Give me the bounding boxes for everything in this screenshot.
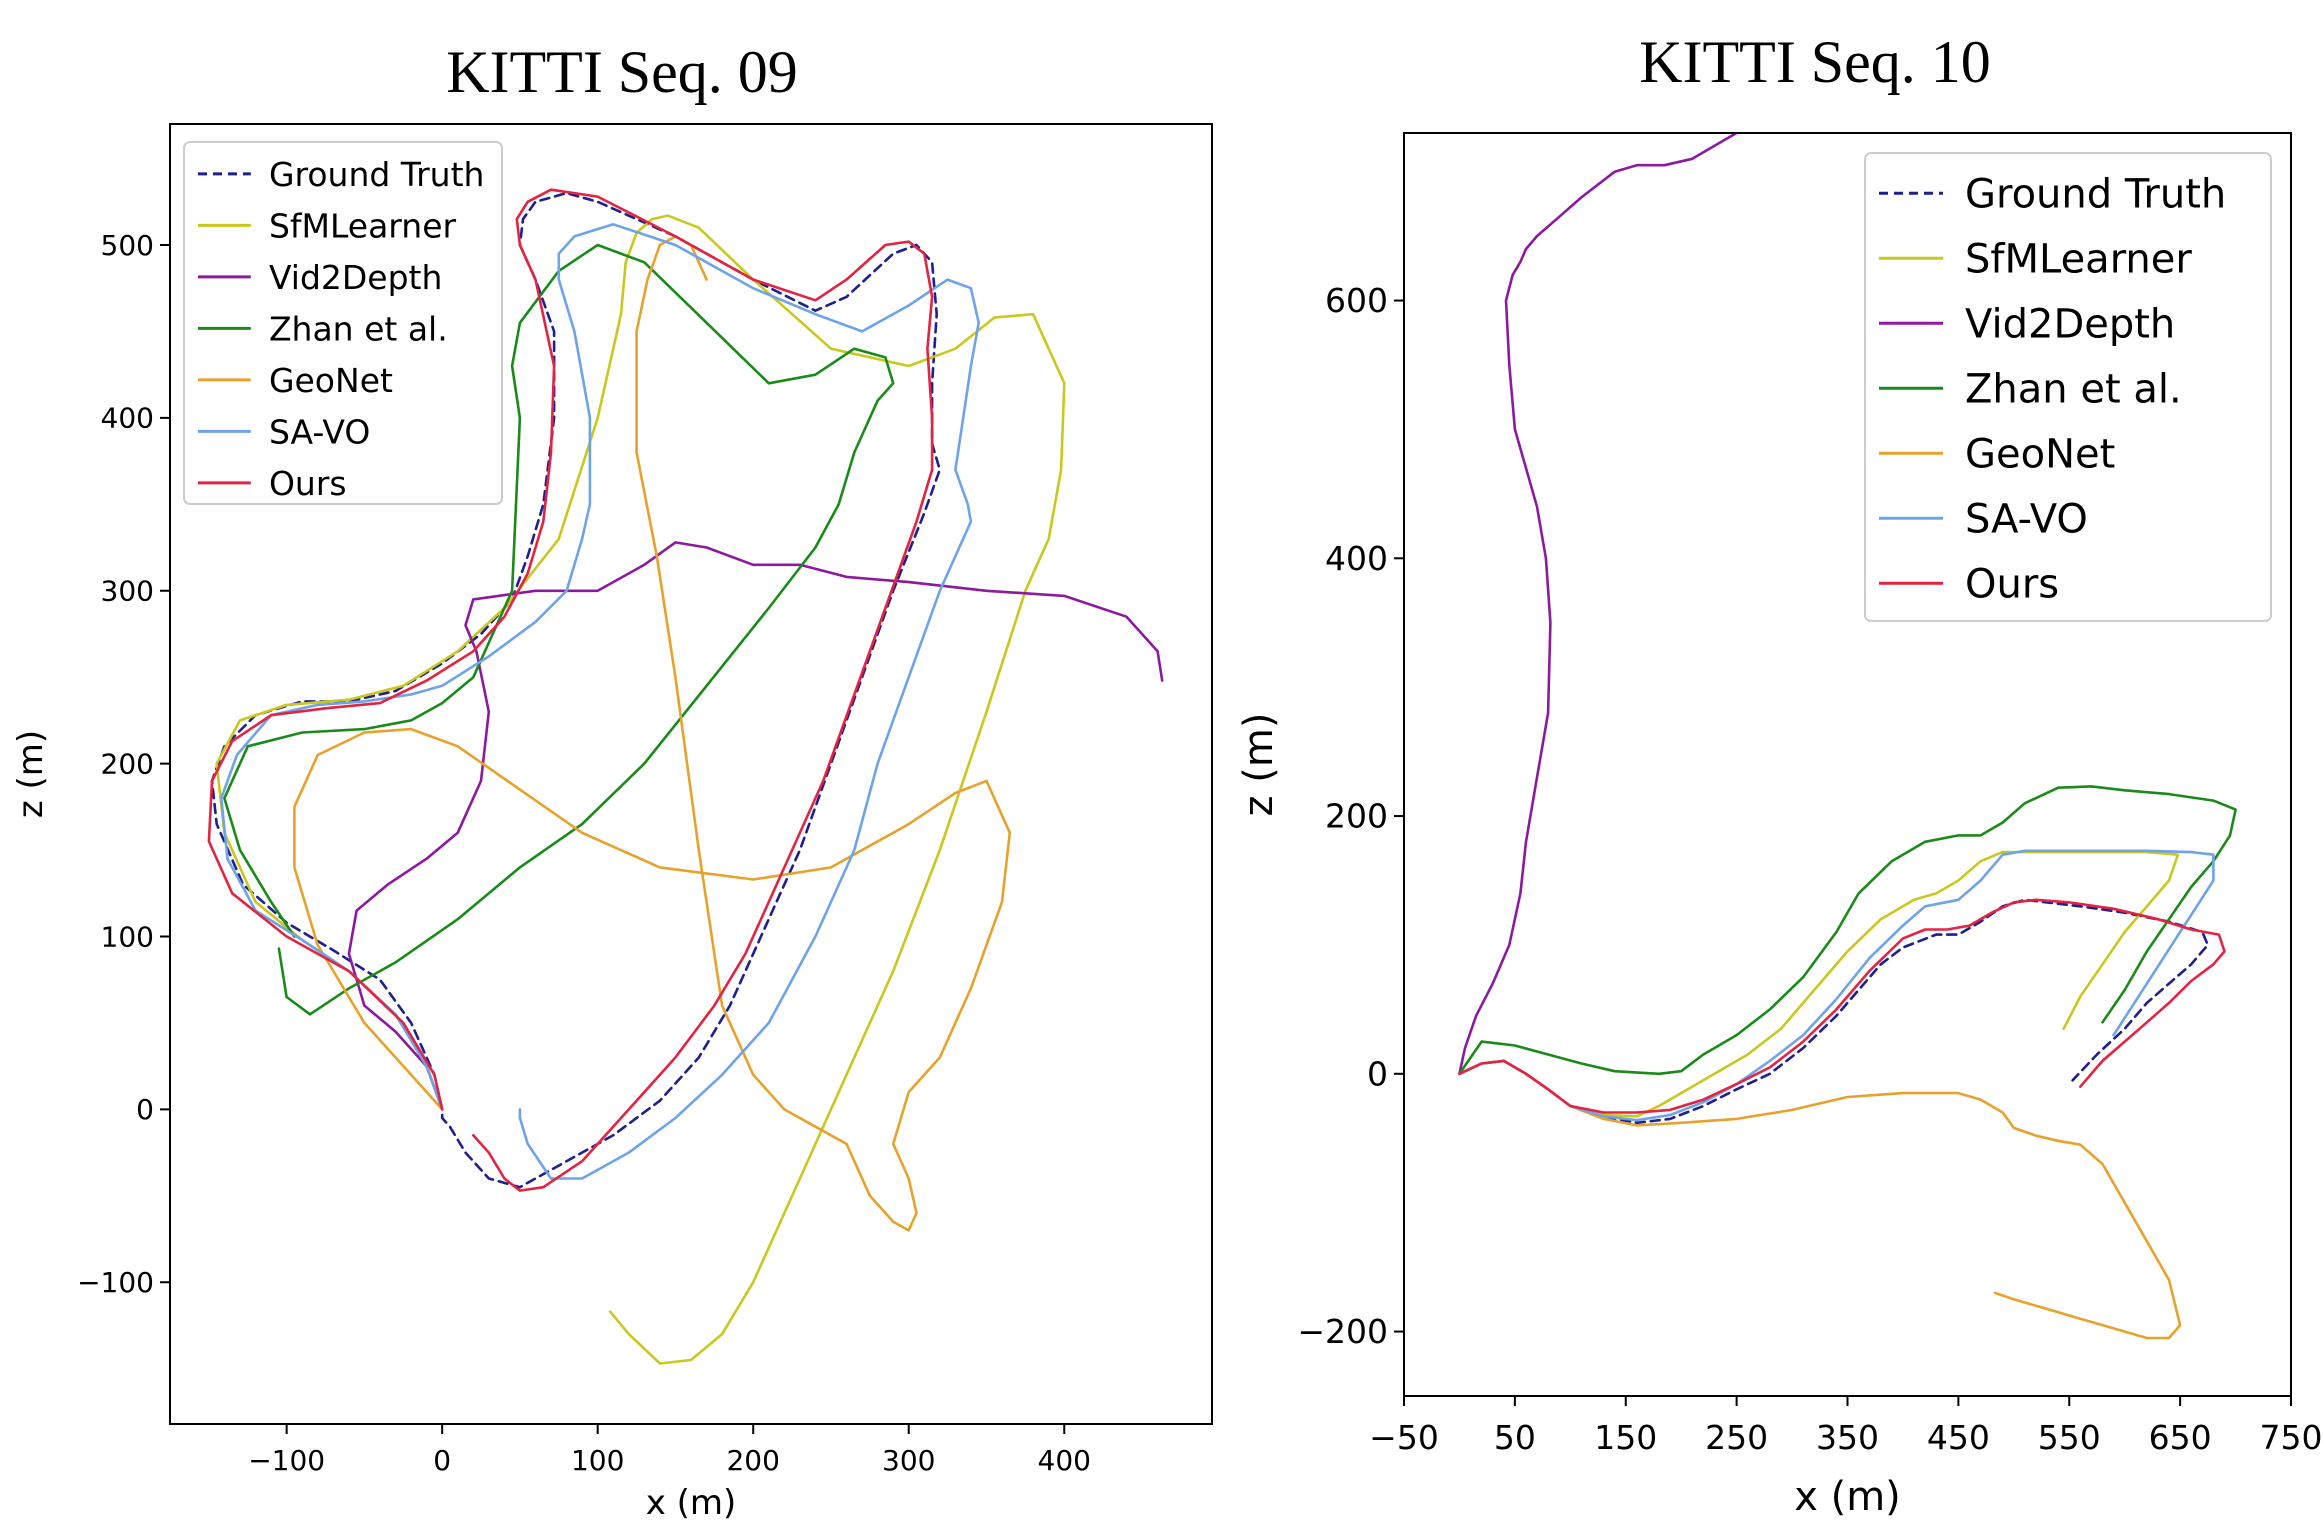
series-group (207, 188, 1164, 1365)
y-tick-label: 500 (101, 229, 154, 262)
x-tick-label: 0 (433, 1444, 451, 1477)
series-line-sa-vo (220, 223, 981, 1180)
legend: Ground Truth SfMLearner Vid2Depth Zhan et a… (183, 141, 503, 505)
chart-seq10: KITTI Seq. 10 −50 50 150 250 350 450 550 650 750 −… (1236, 29, 2323, 1520)
legend-label: Zhan et al. (1965, 367, 2182, 413)
x-tick-label: 750 (2260, 1418, 2323, 1457)
series-line-vid2depth (1458, 133, 1740, 1076)
x-tick-label: 350 (1816, 1418, 1879, 1457)
chart-seq09: KITTI Seq. 09 −100 0 100 200 300 400 −100 0 100 20… (11, 39, 1213, 1523)
x-tick-label: 150 (1594, 1418, 1657, 1457)
legend-label: Vid2Depth (269, 258, 442, 297)
series-group (1458, 133, 2237, 1340)
series-line-sfmlearner (1458, 850, 2180, 1118)
x-tick-label: 250 (1705, 1418, 1768, 1457)
series-line-ours (1458, 898, 2226, 1114)
x-tick-label: 200 (726, 1444, 779, 1477)
series-line-sfmlearner (215, 214, 1066, 1365)
legend-label: GeoNet (269, 361, 393, 400)
y-axis-label: z (m) (1236, 713, 1282, 817)
series-line-sa-vo (1458, 849, 2215, 1122)
legend-label: SA-VO (1965, 497, 2088, 543)
y-tick-label: 0 (136, 1093, 154, 1126)
y-tick-label: 300 (101, 575, 154, 608)
y-tick-label: 200 (101, 747, 154, 780)
y-axis-label: z (m) (11, 730, 51, 818)
y-tick-label: −200 (1297, 1312, 1388, 1351)
legend-label: Zhan et al. (269, 309, 448, 348)
x-tick-label: 50 (1494, 1418, 1536, 1457)
y-tick-label: −100 (77, 1266, 154, 1299)
y-tick-label: 400 (1325, 539, 1388, 578)
x-tick-label: 450 (1927, 1418, 1990, 1457)
legend-box (183, 141, 503, 505)
y-tick-label: 200 (1325, 797, 1388, 836)
x-tick-label: 650 (2149, 1418, 2212, 1457)
chart-title: KITTI Seq. 09 (446, 39, 798, 105)
x-axis-label: x (m) (1794, 1474, 1901, 1520)
x-tick-label: −50 (1369, 1418, 1439, 1457)
x-axis-label: x (m) (646, 1483, 737, 1523)
x-tick-label: 550 (2038, 1418, 2101, 1457)
series-line-vid2depth (347, 541, 1164, 1111)
legend-label: Ground Truth (1965, 172, 2226, 218)
x-tick-label: −100 (248, 1444, 325, 1477)
x-tick-label: 400 (1038, 1444, 1091, 1477)
series-line-zhan-et-al- (223, 243, 895, 1016)
legend-label: SA-VO (269, 412, 370, 451)
legend-label: SfMLearner (269, 206, 457, 245)
legend-label: GeoNet (1965, 432, 2115, 478)
legend-label: Ours (269, 464, 347, 503)
y-tick-label: 100 (101, 920, 154, 953)
legend-label: SfMLearner (1965, 237, 2192, 283)
series-line-ours (207, 188, 934, 1192)
plot-frame (169, 123, 1213, 1425)
x-tick-label: 300 (882, 1444, 935, 1477)
legend: Ground Truth SfMLearner Vid2Depth Zhan et a… (1864, 152, 2272, 622)
legend-label: Vid2Depth (1965, 302, 2175, 348)
legend-box (1864, 152, 2272, 622)
series-line-zhan-et-al- (1458, 785, 2237, 1076)
chart-title: KITTI Seq. 10 (1639, 29, 1991, 95)
series-line-geonet (293, 235, 1012, 1232)
x-tick-label: 100 (571, 1444, 624, 1477)
y-tick-label: 400 (101, 402, 154, 435)
legend-label: Ground Truth (269, 155, 485, 194)
y-tick-label: 600 (1325, 281, 1388, 320)
y-tick-label: 0 (1367, 1054, 1388, 1093)
legend-label: Ours (1965, 562, 2059, 608)
